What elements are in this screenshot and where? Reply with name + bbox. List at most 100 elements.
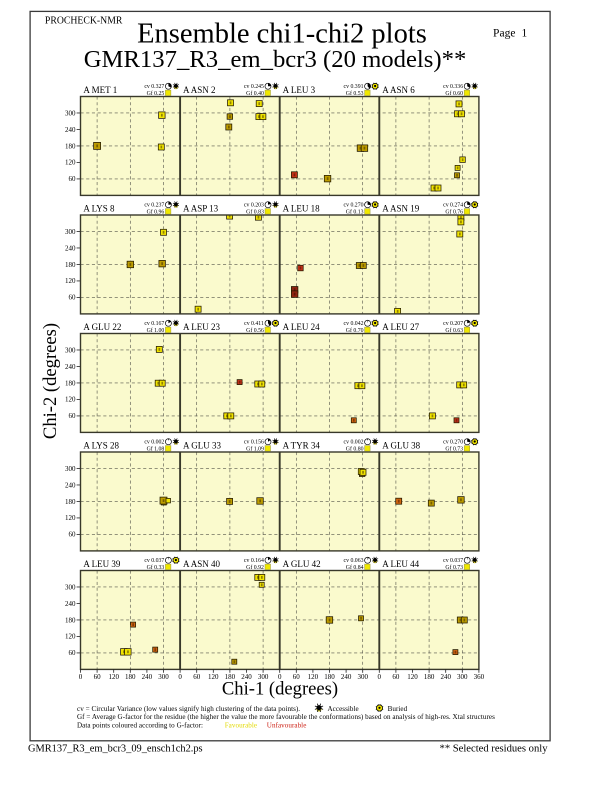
svg-text:cv 0.327: cv 0.327 (144, 84, 164, 90)
svg-text:300: 300 (357, 673, 368, 681)
svg-text:cv 0.037: cv 0.037 (443, 558, 463, 564)
svg-text:Gf 1.09: Gf 1.09 (246, 445, 264, 452)
svg-text:Gf 0.53: Gf 0.53 (346, 90, 364, 97)
svg-text:A LYS 28: A LYS 28 (83, 440, 119, 450)
svg-text:cv 0.270: cv 0.270 (344, 202, 364, 208)
svg-text:180: 180 (424, 673, 435, 681)
svg-text:240: 240 (142, 673, 153, 681)
svg-text:60: 60 (69, 412, 77, 420)
svg-text:240: 240 (341, 673, 352, 681)
svg-text:120: 120 (65, 633, 76, 641)
svg-text:Gf 0.33: Gf 0.33 (147, 564, 165, 571)
svg-text:GMR137_R3_em_bcr3_09_ensch1ch2: GMR137_R3_em_bcr3_09_ensch1ch2.ps (28, 744, 203, 755)
svg-text:60: 60 (293, 673, 301, 681)
svg-text:A LEU 18: A LEU 18 (283, 203, 320, 213)
svg-text:cv 0.002: cv 0.002 (344, 439, 364, 445)
svg-text:cv 0.164: cv 0.164 (244, 558, 264, 564)
svg-text:Gf 0.73: Gf 0.73 (445, 564, 463, 571)
svg-text:300: 300 (65, 465, 76, 473)
svg-text:Gf 0.70: Gf 0.70 (346, 327, 364, 334)
svg-text:180: 180 (65, 142, 76, 150)
svg-text:GMR137_R3_em_bcr3 (20 models)*: GMR137_R3_em_bcr3 (20 models)** (84, 46, 467, 73)
svg-text:300: 300 (158, 673, 169, 681)
svg-text:60: 60 (69, 649, 77, 657)
svg-text:240: 240 (65, 600, 76, 608)
svg-text:120: 120 (65, 159, 76, 167)
svg-text:A ASN 2: A ASN 2 (183, 85, 216, 95)
svg-text:A LEU 3: A LEU 3 (283, 85, 316, 95)
svg-text:0: 0 (178, 673, 182, 681)
svg-text:A MET 1: A MET 1 (83, 85, 117, 95)
svg-text:Gf 0.83: Gf 0.83 (246, 208, 264, 215)
svg-text:A GLU 42: A GLU 42 (283, 559, 321, 569)
svg-text:60: 60 (94, 673, 102, 681)
svg-text:120: 120 (208, 673, 219, 681)
svg-text:cv 0.207: cv 0.207 (443, 321, 463, 327)
svg-text:cv 0.203: cv 0.203 (244, 202, 264, 208)
svg-text:A LEU 44: A LEU 44 (382, 559, 419, 569)
svg-text:Gf 0.13: Gf 0.13 (346, 208, 364, 215)
svg-text:120: 120 (308, 673, 319, 681)
svg-text:180: 180 (65, 261, 76, 269)
svg-text:Gf 0.40: Gf 0.40 (246, 90, 264, 97)
svg-text:cv 0.274: cv 0.274 (443, 202, 463, 208)
svg-text:Gf 0.56: Gf 0.56 (246, 327, 264, 334)
svg-text:60: 60 (69, 531, 77, 539)
svg-text:Gf 0.92: Gf 0.92 (246, 564, 264, 571)
svg-text:Chi-2 (degrees): Chi-2 (degrees) (40, 323, 61, 439)
svg-text:Unfavourable: Unfavourable (267, 721, 307, 729)
svg-text:Gf 0.76: Gf 0.76 (445, 208, 463, 215)
svg-text:cv 0.391: cv 0.391 (344, 84, 364, 90)
svg-text:300: 300 (258, 673, 269, 681)
svg-text:** Selected residues only: ** Selected residues only (440, 744, 549, 755)
svg-text:A LEU 23: A LEU 23 (183, 322, 220, 332)
svg-text:180: 180 (125, 673, 136, 681)
svg-text:0: 0 (278, 673, 282, 681)
svg-text:240: 240 (241, 673, 252, 681)
svg-text:Gf 0.63: Gf 0.63 (445, 327, 463, 334)
svg-text:cv 0.411: cv 0.411 (244, 321, 264, 327)
svg-text:Ensemble chi1-chi2 plots: Ensemble chi1-chi2 plots (137, 19, 427, 50)
svg-text:A GLU 38: A GLU 38 (382, 440, 420, 450)
svg-text:cv = Circular Variance (low va: cv = Circular Variance (low values signi… (77, 705, 300, 713)
svg-text:cv 0.156: cv 0.156 (244, 439, 264, 445)
svg-text:Gf 1.00: Gf 1.00 (147, 327, 165, 334)
svg-text:180: 180 (324, 673, 335, 681)
svg-text:Gf = Average G-factor for the: Gf = Average G-factor for the residue (t… (77, 713, 495, 721)
svg-text:Chi-1 (degrees): Chi-1 (degrees) (222, 679, 338, 700)
svg-text:180: 180 (65, 616, 76, 624)
svg-text:cv 0.063: cv 0.063 (344, 558, 364, 564)
svg-text:240: 240 (65, 481, 76, 489)
svg-text:cv 0.245: cv 0.245 (244, 84, 264, 90)
svg-text:PROCHECK-NMR: PROCHECK-NMR (45, 16, 123, 27)
svg-text:60: 60 (193, 673, 201, 681)
svg-text:A GLU 33: A GLU 33 (183, 440, 221, 450)
svg-text:240: 240 (65, 126, 76, 134)
svg-text:A LYS 8: A LYS 8 (83, 203, 115, 213)
svg-text:60: 60 (392, 673, 400, 681)
svg-text:180: 180 (65, 498, 76, 506)
svg-text:300: 300 (457, 673, 468, 681)
svg-text:60: 60 (69, 175, 77, 183)
svg-text:120: 120 (65, 514, 76, 522)
svg-text:240: 240 (65, 363, 76, 371)
svg-text:180: 180 (65, 379, 76, 387)
svg-text:Favourable: Favourable (225, 721, 257, 729)
svg-text:120: 120 (65, 396, 76, 404)
svg-text:120: 120 (407, 673, 418, 681)
svg-text:Accessible: Accessible (328, 705, 359, 713)
svg-text:Page 1: Page 1 (493, 27, 527, 39)
svg-text:Gf 0.60: Gf 0.60 (445, 90, 463, 97)
svg-text:Data points coloured according: Data points coloured according to G-fact… (77, 721, 203, 729)
svg-text:cv 0.042: cv 0.042 (344, 321, 364, 327)
svg-text:A ASN 6: A ASN 6 (382, 85, 415, 95)
svg-text:cv 0.336: cv 0.336 (443, 84, 463, 90)
svg-text:A TYR 34: A TYR 34 (283, 440, 321, 450)
svg-text:0: 0 (79, 673, 83, 681)
svg-text:A ASP 13: A ASP 13 (183, 203, 219, 213)
svg-text:0: 0 (378, 673, 382, 681)
svg-text:Gf 0.73: Gf 0.73 (445, 445, 463, 452)
svg-text:120: 120 (108, 673, 119, 681)
svg-text:240: 240 (440, 673, 451, 681)
svg-text:360: 360 (474, 673, 485, 681)
